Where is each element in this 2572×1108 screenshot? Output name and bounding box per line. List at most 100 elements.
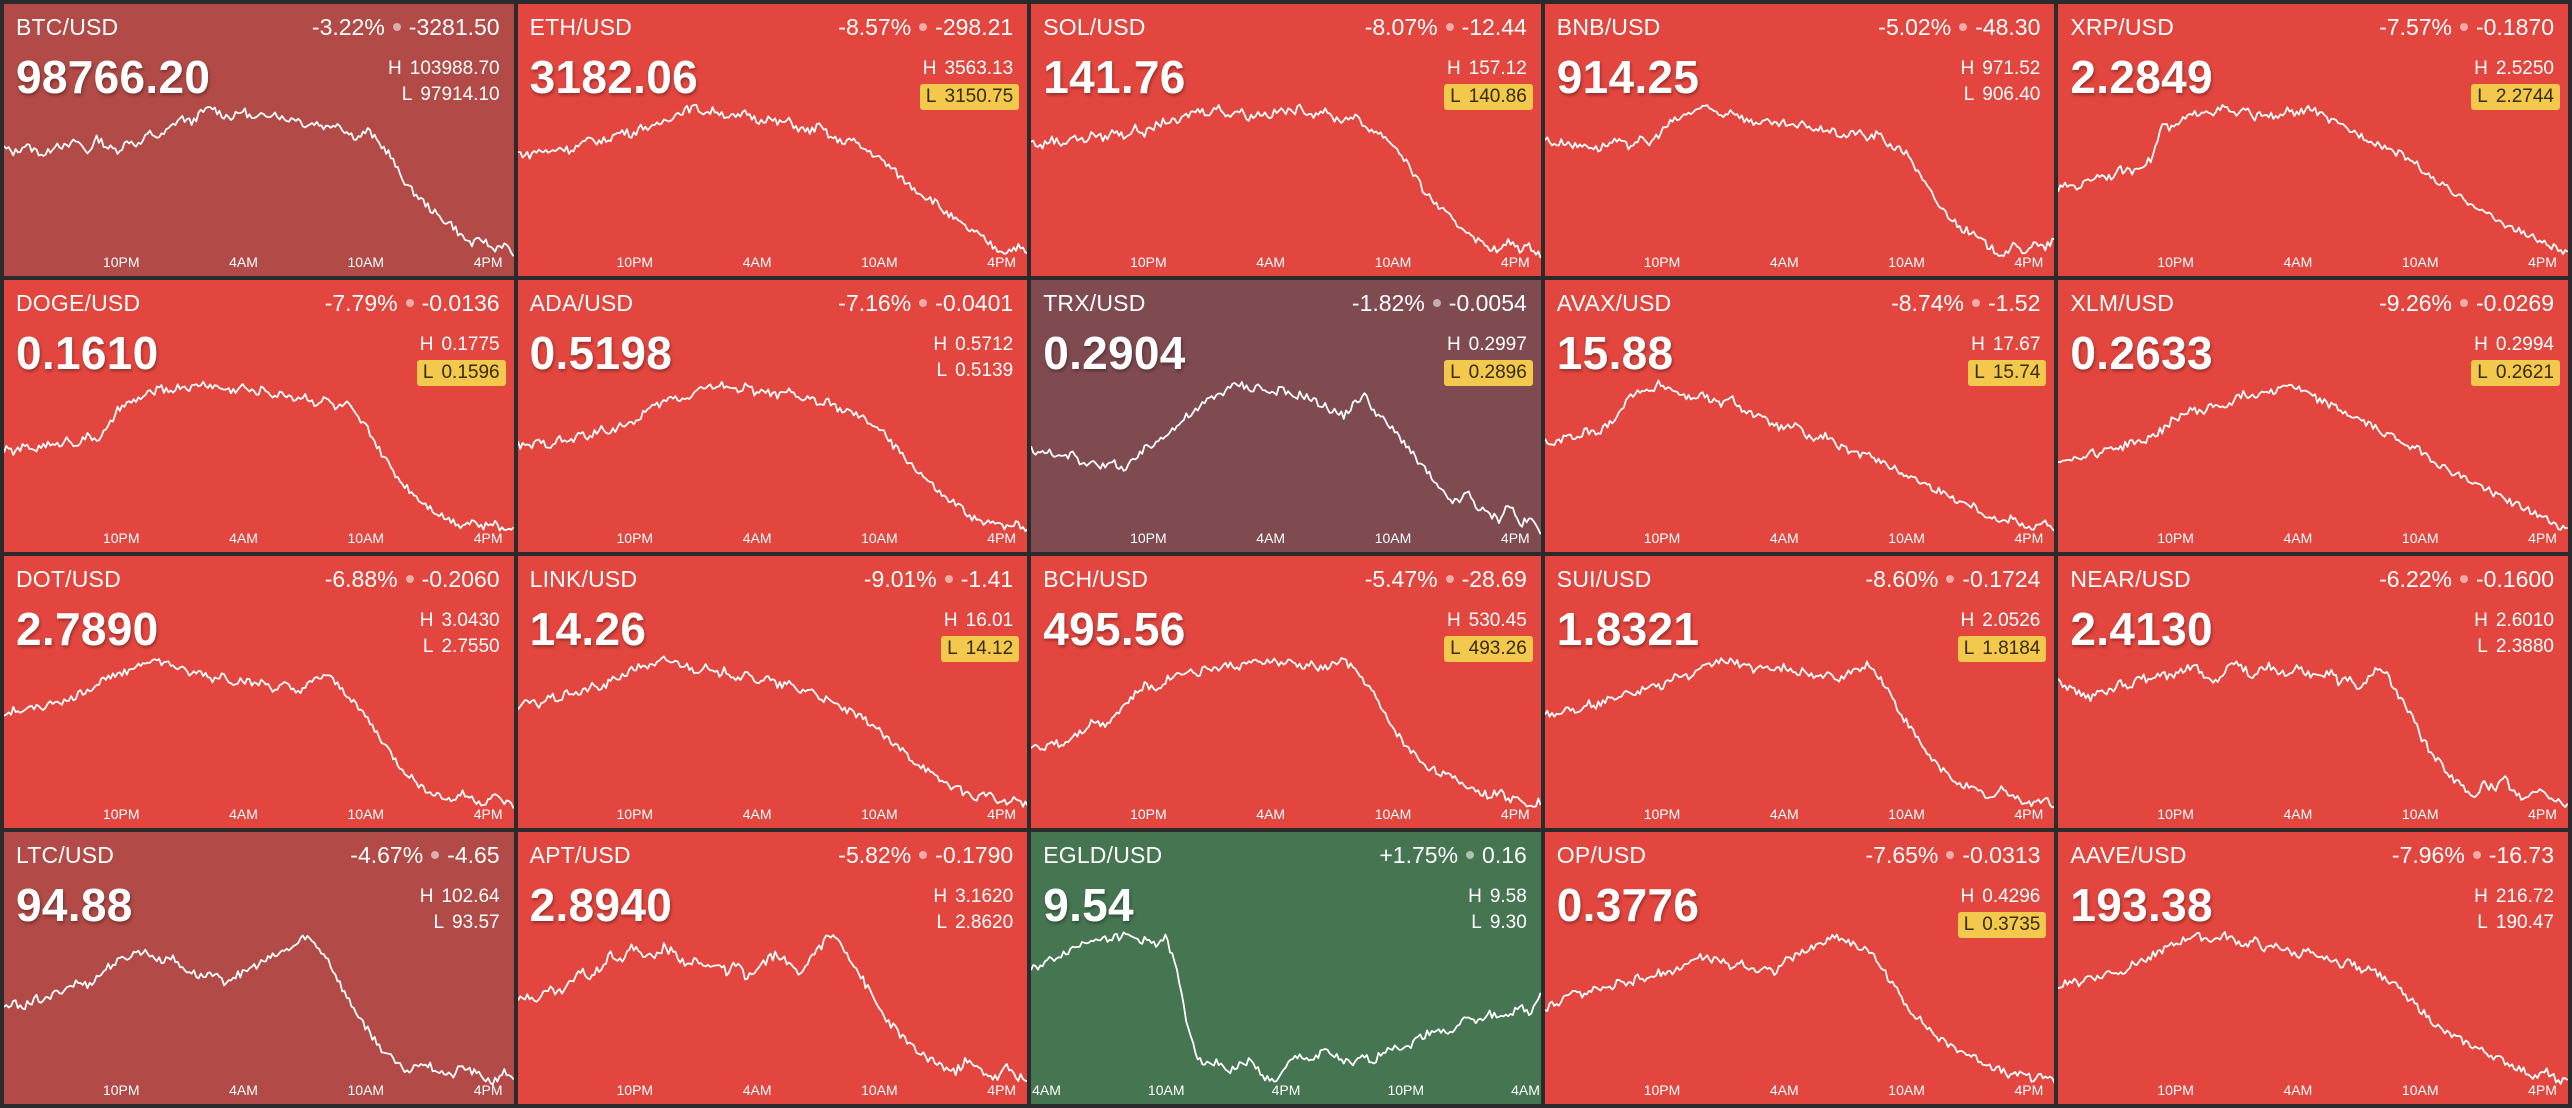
ticker-tile-trx[interactable]: TRX/USD -1.82% -0.0054 0.2904 H 0.2997 L 0.… xyxy=(1031,280,1541,552)
ticker-tile-aave[interactable]: AAVE/USD -7.96% -16.73 193.38 H 216.72 L 19… xyxy=(2058,832,2568,1104)
ticker-tile-link[interactable]: LINK/USD -9.01% -1.41 14.26 H 16.01 L 14.12… xyxy=(517,556,1028,828)
high-low-box: H 3563.13 L 3150.75 xyxy=(919,56,1020,110)
change-summary: -9.26% -0.0269 xyxy=(2379,290,2554,317)
ticker-symbol: ADA/USD xyxy=(529,290,634,316)
ticker-tile-bnb[interactable]: BNB/USD -5.02% -48.30 914.25 H 971.52 L 906… xyxy=(1544,4,2055,276)
high-label: H xyxy=(1960,610,1975,631)
time-axis: 10PM 4AM 10AM 4PM xyxy=(4,1082,514,1098)
last-price: 0.5198 xyxy=(529,327,673,379)
axis-tick-label: 4AM xyxy=(229,254,258,270)
axis-tick-label: 4AM xyxy=(2283,806,2313,822)
sparkline-series xyxy=(1544,104,2055,258)
ticker-tile-sol[interactable]: SOL/USD -8.07% -12.44 141.76 H 157.12 L 140… xyxy=(1031,4,1541,276)
low-value: 93.57 xyxy=(452,912,500,933)
ticker-symbol: DOT/USD xyxy=(16,566,121,592)
last-price: 2.2849 xyxy=(2070,51,2213,103)
high-value: 157.12 xyxy=(1468,58,1527,79)
high-label: H xyxy=(1971,334,1985,355)
axis-tick-label: 4AM xyxy=(229,530,258,546)
sparkline-series xyxy=(517,380,1028,532)
low-value: 493.26 xyxy=(1468,638,1527,659)
axis-tick-label: 4PM xyxy=(2528,1082,2557,1098)
separator-dot-icon xyxy=(1946,850,1955,859)
axis-tick-label: 4PM xyxy=(2014,530,2044,546)
axis-tick-label: 10AM xyxy=(861,1082,898,1098)
axis-tick-label: 10PM xyxy=(1130,254,1167,270)
sparkline-series xyxy=(4,658,514,809)
change-percent: -8.07% xyxy=(1364,14,1438,40)
axis-tick-label: 10PM xyxy=(1130,806,1167,822)
high-value: 3.0430 xyxy=(441,610,500,631)
axis-tick-label: 4PM xyxy=(473,530,503,546)
time-axis: 10PM 4AM 10AM 4PM xyxy=(4,530,514,546)
ticker-symbol: AAVE/USD xyxy=(2070,842,2187,868)
low-label: L xyxy=(936,912,948,933)
low-label: L xyxy=(925,86,937,107)
ticker-tile-avax[interactable]: AVAX/USD -8.74% -1.52 15.88 H 17.67 L 15.74… xyxy=(1544,280,2055,552)
sparkline-series xyxy=(2058,104,2568,256)
ticker-tile-bch[interactable]: BCH/USD -5.47% -28.69 495.56 H 530.45 L 493… xyxy=(1031,556,1541,828)
low-label: L xyxy=(1963,914,1975,935)
ticker-tile-xrp[interactable]: XRP/USD -7.57% -0.1870 2.2849 H 2.5250 L 2.… xyxy=(2058,4,2568,276)
separator-dot-icon xyxy=(1445,574,1454,583)
low-value: 2.3880 xyxy=(2495,636,2554,657)
change-percent: -5.47% xyxy=(1364,566,1438,592)
change-absolute: -298.21 xyxy=(935,14,1014,40)
ticker-tile-sui[interactable]: SUI/USD -8.60% -0.1724 1.8321 H 2.0526 L 1.… xyxy=(1544,556,2055,828)
sparkline-chart xyxy=(4,106,514,257)
last-price: 914.25 xyxy=(1556,51,1700,103)
ticker-symbol: NEAR/USD xyxy=(2070,566,2191,592)
low-value: 2.8620 xyxy=(955,912,1014,933)
change-absolute: -0.0401 xyxy=(935,290,1014,316)
sparkline-series xyxy=(517,655,1028,808)
sparkline-chart xyxy=(1544,379,2055,532)
ticker-tile-eth[interactable]: ETH/USD -8.57% -298.21 3182.06 H 3563.13 L… xyxy=(517,4,1028,276)
high-value: 971.52 xyxy=(1982,58,2041,79)
high-value: 530.45 xyxy=(1468,610,1527,631)
high-row: H 2.0526 xyxy=(1958,608,2041,634)
ticker-symbol: BNB/USD xyxy=(1556,14,1661,40)
axis-tick-label: 4PM xyxy=(2014,806,2044,822)
ticker-tile-egld[interactable]: EGLD/USD +1.75% 0.16 9.54 H 9.58 L 9.30 4AM… xyxy=(1031,832,1541,1104)
separator-dot-icon xyxy=(919,298,928,307)
high-label: H xyxy=(419,886,434,907)
axis-tick-label: 10PM xyxy=(616,1082,654,1098)
separator-dot-icon xyxy=(2459,298,2468,307)
change-absolute: -0.1790 xyxy=(935,842,1014,868)
low-value: 14.12 xyxy=(965,638,1014,659)
low-label: L xyxy=(2477,636,2488,657)
separator-dot-icon xyxy=(2459,574,2468,583)
high-low-box: H 3.1620 L 2.8620 xyxy=(933,884,1013,936)
low-row: L 2.7550 xyxy=(420,634,500,660)
ticker-tile-ada[interactable]: ADA/USD -7.16% -0.0401 0.5198 H 0.5712 L 0.… xyxy=(517,280,1028,552)
low-label: L xyxy=(422,636,434,657)
axis-tick-label: 4AM xyxy=(229,1082,258,1098)
separator-dot-icon xyxy=(1971,298,1980,307)
separator-dot-icon xyxy=(944,574,953,583)
ticker-tile-btc[interactable]: BTC/USD -3.22% -3281.50 98766.20 H 103988.… xyxy=(4,4,514,276)
change-percent: -9.26% xyxy=(2379,290,2452,316)
time-axis: 10PM 4AM 10AM 4PM xyxy=(1031,530,1541,546)
axis-tick-label: 4AM xyxy=(742,1082,772,1098)
high-label: H xyxy=(1468,886,1482,907)
ticker-tile-op[interactable]: OP/USD -7.65% -0.0313 0.3776 H 0.4296 L 0.3… xyxy=(1544,832,2055,1104)
axis-tick-label: 4AM xyxy=(1256,806,1286,822)
sparkline-series xyxy=(1544,933,2055,1084)
last-price: 3182.06 xyxy=(529,51,698,103)
change-summary: -6.22% -0.1600 xyxy=(2379,566,2554,593)
ticker-tile-dot[interactable]: DOT/USD -6.88% -0.2060 2.7890 H 3.0430 L 2.… xyxy=(4,556,514,828)
ticker-tile-ltc[interactable]: LTC/USD -4.67% -4.65 94.88 H 102.64 L 93.57… xyxy=(4,832,514,1104)
change-percent: -7.16% xyxy=(838,290,912,316)
ticker-tile-apt[interactable]: APT/USD -5.82% -0.1790 2.8940 H 3.1620 L 2.… xyxy=(517,832,1028,1104)
high-low-box: H 17.67 L 15.74 xyxy=(1968,332,2047,386)
time-axis: 10PM 4AM 10AM 4PM xyxy=(518,254,1028,270)
ticker-symbol: ETH/USD xyxy=(529,14,632,40)
high-low-box: H 0.1775 L 0.1596 xyxy=(416,332,506,386)
low-row: L 15.74 xyxy=(1968,360,2047,386)
ticker-tile-xlm[interactable]: XLM/USD -9.26% -0.0269 0.2633 H 0.2994 L 0.… xyxy=(2058,280,2568,552)
axis-tick-label: 10PM xyxy=(616,530,654,546)
axis-tick-label: 10PM xyxy=(1643,530,1681,546)
